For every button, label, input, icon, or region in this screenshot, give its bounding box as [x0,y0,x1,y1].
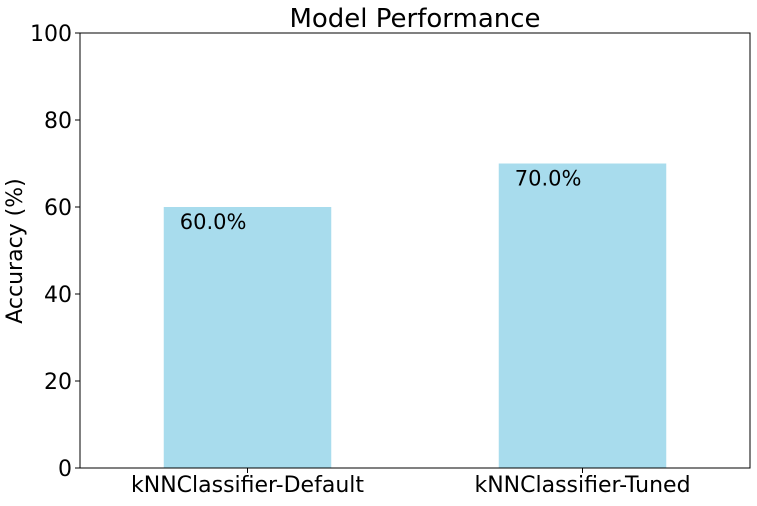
x-tick-label-1: kNNClassifier-Tuned [474,473,690,498]
bar-value-label-0: 60.0% [180,210,247,234]
y-tick-label-1: 20 [44,370,72,395]
y-axis-label: Accuracy (%) [3,178,28,324]
value-labels-layer: 60.0% 70.0% [180,167,582,235]
bar-value-label-1: 70.0% [515,167,582,191]
bar-0 [163,207,332,468]
plot-frame [79,32,751,469]
y-tick-label-5: 100 [30,22,72,47]
x-axis-ticks: kNNClassifier-Default kNNClassifier-Tuned [131,468,691,498]
y-tick-label-0: 0 [58,457,72,482]
x-tick-label-0: kNNClassifier-Default [131,473,364,498]
chart-title: Model Performance [289,4,540,34]
bars-layer [163,163,667,468]
y-tick-label-3: 60 [44,196,72,221]
y-axis-ticks: 0 20 40 60 80 100 [30,22,80,482]
bar-1 [498,163,667,468]
y-tick-label-2: 40 [44,283,72,308]
y-tick-label-4: 80 [44,109,72,134]
